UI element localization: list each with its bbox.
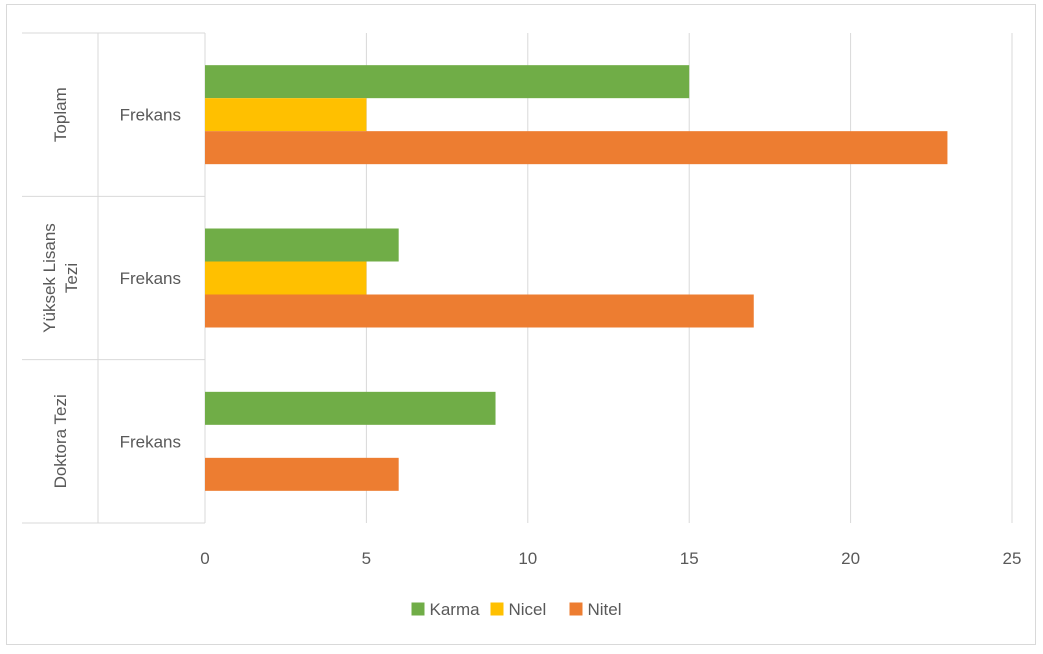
group-label-toplam: Toplam (51, 87, 70, 142)
x-tick-label: 0 (200, 549, 209, 568)
category-label: Frekans (120, 432, 181, 451)
bar-nitel-yüksek-lisans-tezi (205, 294, 754, 328)
legend: Karma Nicel Nitel (411, 600, 622, 619)
x-tick-label: 5 (362, 549, 371, 568)
group-label-yüksek-lisans-tezi: Yüksek Lisans Tezi (40, 223, 81, 333)
x-tick-label: 25 (1003, 549, 1022, 568)
legend-swatch (569, 602, 583, 616)
bar-nicel-toplam (205, 98, 367, 132)
category-label: Frekans (120, 269, 181, 288)
bar-nicel-yüksek-lisans-tezi (205, 261, 367, 295)
legend-label: Karma (430, 600, 481, 619)
x-tick-label: 20 (841, 549, 860, 568)
legend-item-karma: Karma (411, 600, 481, 619)
legend-swatch (490, 602, 504, 616)
legend-label: Nitel (588, 600, 622, 619)
bar-nitel-toplam (205, 131, 948, 165)
category-axis: Frekans Toplam Frekans Yüksek Lisans Tezi Fre… (22, 32, 205, 524)
bar-nitel-doktora-tezi (205, 457, 399, 491)
x-tick-label: 10 (518, 549, 537, 568)
bars (205, 65, 948, 491)
legend-item-nicel: Nicel (490, 600, 547, 619)
legend-label: Nicel (509, 600, 547, 619)
group-label-doktora-tezi: Doktora Tezi (51, 394, 70, 488)
x-axis-ticks: 0 5 10 15 20 25 (200, 549, 1021, 568)
legend-item-nitel: Nitel (569, 600, 622, 619)
bar-karma-yüksek-lisans-tezi (205, 228, 399, 262)
legend-swatch (411, 602, 425, 616)
category-label: Frekans (120, 106, 181, 125)
bar-karma-doktora-tezi (205, 391, 496, 425)
bar-karma-toplam (205, 65, 690, 99)
x-tick-label: 15 (680, 549, 699, 568)
